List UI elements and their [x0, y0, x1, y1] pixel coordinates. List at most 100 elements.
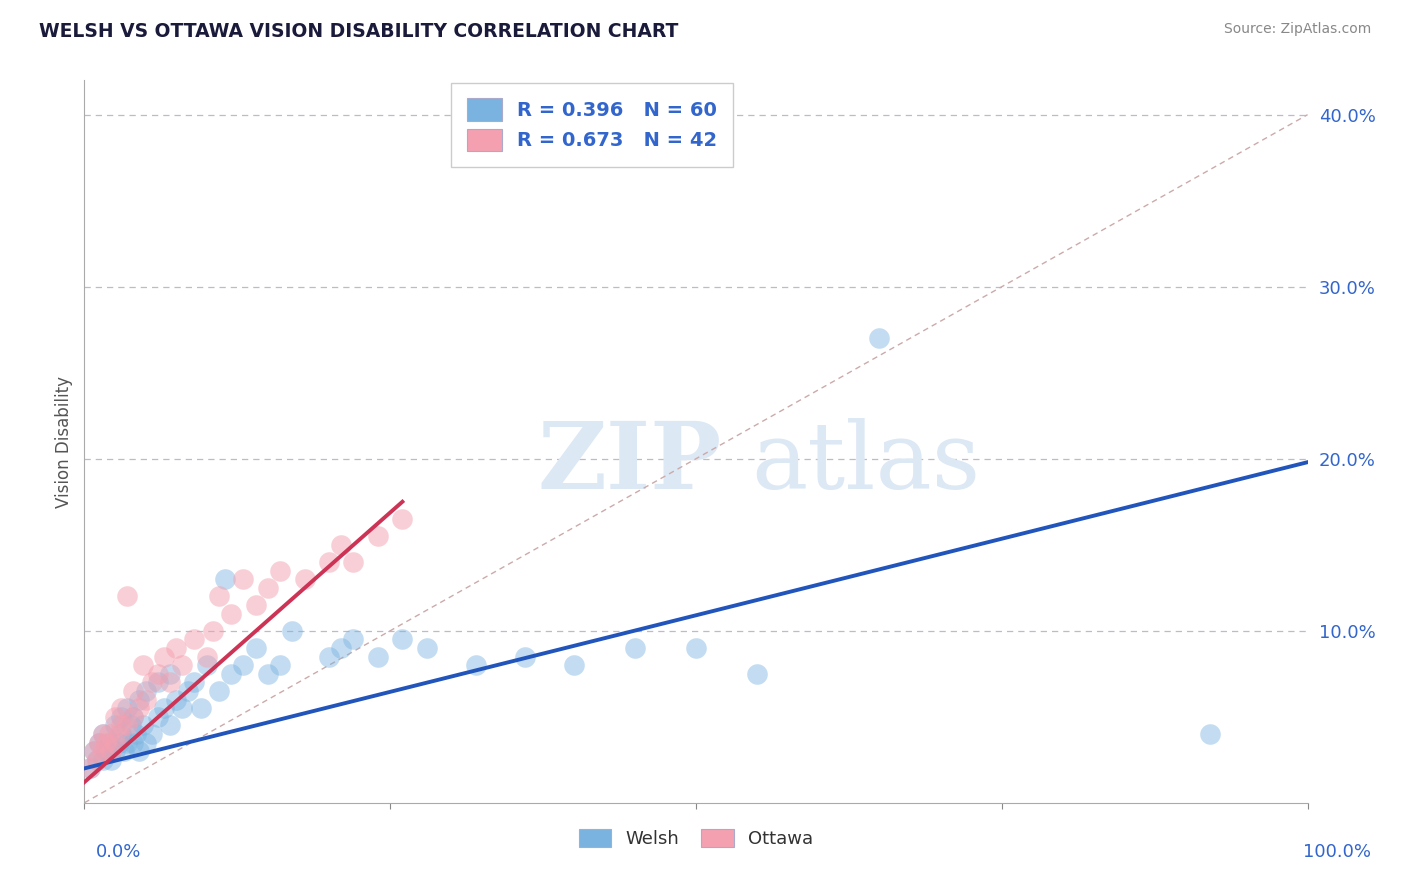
Point [177, 684, 200, 698]
Point [107, 727, 129, 741]
Point [190, 701, 212, 715]
Point [318, 649, 340, 664]
Point [232, 572, 254, 586]
Point [91, 727, 114, 741]
Text: 100.0%: 100.0% [1303, 843, 1371, 861]
Point [86, 753, 108, 767]
Point [416, 640, 439, 655]
Point [86, 753, 108, 767]
Point [104, 744, 127, 758]
Point [159, 666, 181, 681]
Point [104, 735, 127, 749]
Legend: Welsh, Ottawa: Welsh, Ottawa [571, 822, 821, 855]
Point [330, 640, 353, 655]
Point [128, 692, 150, 706]
Point [391, 512, 413, 526]
Point [122, 735, 145, 749]
Point [141, 727, 163, 741]
Point [79, 761, 101, 775]
Text: atlas: atlas [751, 418, 980, 508]
Point [342, 632, 364, 647]
Point [685, 640, 707, 655]
Point [96, 744, 118, 758]
Text: 0.0%: 0.0% [96, 843, 141, 861]
Point [183, 675, 205, 690]
Point [91, 727, 114, 741]
Point [257, 581, 280, 595]
Point [391, 632, 413, 647]
Point [269, 658, 291, 673]
Point [869, 331, 891, 345]
Point [146, 710, 169, 724]
Point [219, 607, 242, 621]
Point [367, 649, 389, 664]
Point [97, 727, 120, 741]
Point [115, 718, 138, 732]
Point [245, 598, 267, 612]
Point [195, 649, 218, 664]
Y-axis label: Vision Disability: Vision Disability [55, 376, 73, 508]
Point [146, 666, 169, 681]
Point [132, 658, 155, 673]
Point [201, 624, 224, 638]
Point [367, 529, 389, 543]
Point [120, 718, 142, 732]
Point [165, 692, 187, 706]
Text: ZIP: ZIP [537, 418, 721, 508]
Point [107, 735, 129, 749]
Point [135, 692, 157, 706]
Text: Source: ZipAtlas.com: Source: ZipAtlas.com [1223, 22, 1371, 37]
Point [281, 624, 304, 638]
Point [294, 572, 316, 586]
Point [115, 590, 138, 604]
Point [318, 555, 340, 569]
Point [245, 640, 267, 655]
Point [208, 684, 231, 698]
Point [135, 684, 157, 698]
Point [83, 744, 105, 758]
Point [91, 753, 114, 767]
Point [342, 555, 364, 569]
Point [219, 666, 242, 681]
Point [104, 718, 127, 732]
Point [100, 753, 122, 767]
Point [125, 727, 148, 741]
Point [100, 744, 122, 758]
Point [132, 718, 155, 732]
Point [141, 675, 163, 690]
Point [96, 735, 118, 749]
Point [208, 590, 231, 604]
Point [79, 761, 101, 775]
Point [146, 675, 169, 690]
Point [110, 701, 132, 715]
Point [115, 735, 138, 749]
Point [1198, 727, 1220, 741]
Point [104, 710, 127, 724]
Point [172, 701, 194, 715]
Point [122, 684, 145, 698]
Point [83, 744, 105, 758]
Point [257, 666, 280, 681]
Point [87, 735, 110, 749]
Point [115, 701, 138, 715]
Point [172, 658, 194, 673]
Point [87, 735, 110, 749]
Point [122, 710, 145, 724]
Point [97, 735, 120, 749]
Point [91, 744, 114, 758]
Point [112, 744, 135, 758]
Point [153, 701, 176, 715]
Point [195, 658, 218, 673]
Point [747, 666, 769, 681]
Point [513, 649, 536, 664]
Point [624, 640, 647, 655]
Point [135, 735, 157, 749]
Point [165, 640, 187, 655]
Point [183, 632, 205, 647]
Point [128, 701, 150, 715]
Point [464, 658, 486, 673]
Point [269, 564, 291, 578]
Text: WELSH VS OTTAWA VISION DISABILITY CORRELATION CHART: WELSH VS OTTAWA VISION DISABILITY CORREL… [39, 22, 679, 41]
Point [110, 727, 132, 741]
Point [159, 675, 181, 690]
